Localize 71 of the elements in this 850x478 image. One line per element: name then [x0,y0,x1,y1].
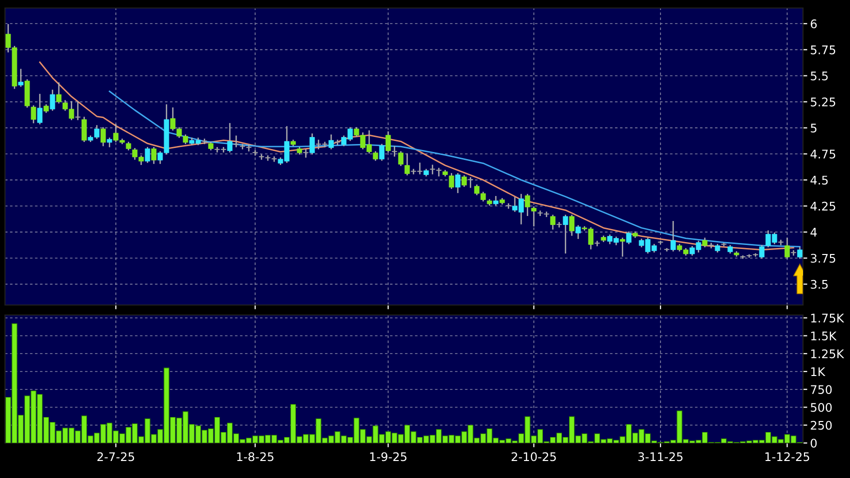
x-tick-label: 1-8-25 [237,452,274,462]
candlestick [328,134,334,150]
candlestick [708,242,714,248]
candlestick [37,94,42,124]
candlestick [234,136,239,148]
y-tick-label: 250 [810,420,832,430]
candlestick [100,127,106,146]
y-tick-label: 1.5K [811,332,837,340]
y-tick-label: 6 [810,19,817,28]
candlestick [30,105,36,124]
candlestick [398,151,404,166]
candlestick [670,221,676,252]
line-series [108,90,801,248]
candlestick [75,101,80,120]
y-tick-label: 3.75 [810,254,836,263]
y-tick-label: 5 [810,124,816,132]
candlestick [524,194,530,216]
y-tick-label: 5.5 [810,72,828,80]
candlestick [18,68,24,87]
candlestick [468,177,474,188]
candlestick [392,146,398,157]
y-tick-label: 0 [810,438,817,448]
y-tick-label: 4.25 [810,202,836,211]
y-tick-label: 1.75K [811,314,844,323]
x-tick-label: 1-9-25 [370,452,406,462]
candlestick [778,240,784,246]
candlestick [797,247,802,259]
candlestick [448,173,454,189]
candlestick [404,153,410,176]
candlestick [379,144,384,161]
x-tick-label: 2-7-25 [97,452,134,462]
y-tick-label: 5.75 [810,46,836,54]
y-tick-label: 4.75 [810,150,836,159]
candlestick [144,147,150,163]
y-tick-label: 4 [810,228,817,237]
candlestick [594,240,600,246]
y-tick-label: 1.25K [811,349,844,358]
candlestick [721,242,726,246]
candlestick [310,133,315,155]
candlestick [550,214,556,230]
candlestick [50,90,56,111]
candlestick [759,244,764,259]
candlestick [576,225,581,239]
x-tick-label: 2-10-25 [512,452,556,462]
candlestick [462,175,467,187]
candlestick [626,231,632,244]
candlestick [538,210,543,216]
y-tick-label: 750 [810,385,832,394]
line-series [39,61,794,250]
candlestick [252,150,258,156]
y-tick-label: 3.5 [810,280,828,289]
candlestick [569,214,574,236]
y-tick-label: 1K [811,367,826,376]
y-tick-label: 4.5 [810,176,828,185]
candlestick [664,248,670,252]
candlestick [562,214,568,254]
candlestick [303,149,308,158]
x-tick-label: 3-11-25 [638,452,683,462]
candlestick [82,116,87,142]
candlestick [784,238,790,259]
y-tick-label: 5.25 [810,98,836,106]
x-tick-label: 1-12-25 [765,452,810,462]
candlestick [556,222,562,228]
candlestick [455,173,460,194]
candlestick [56,82,62,104]
candlestick [531,206,536,226]
candlestick [227,123,232,152]
y-tick-label: 500 [810,402,832,412]
candlestick [620,238,626,257]
candlestick [151,147,156,164]
candlestick [386,131,391,152]
